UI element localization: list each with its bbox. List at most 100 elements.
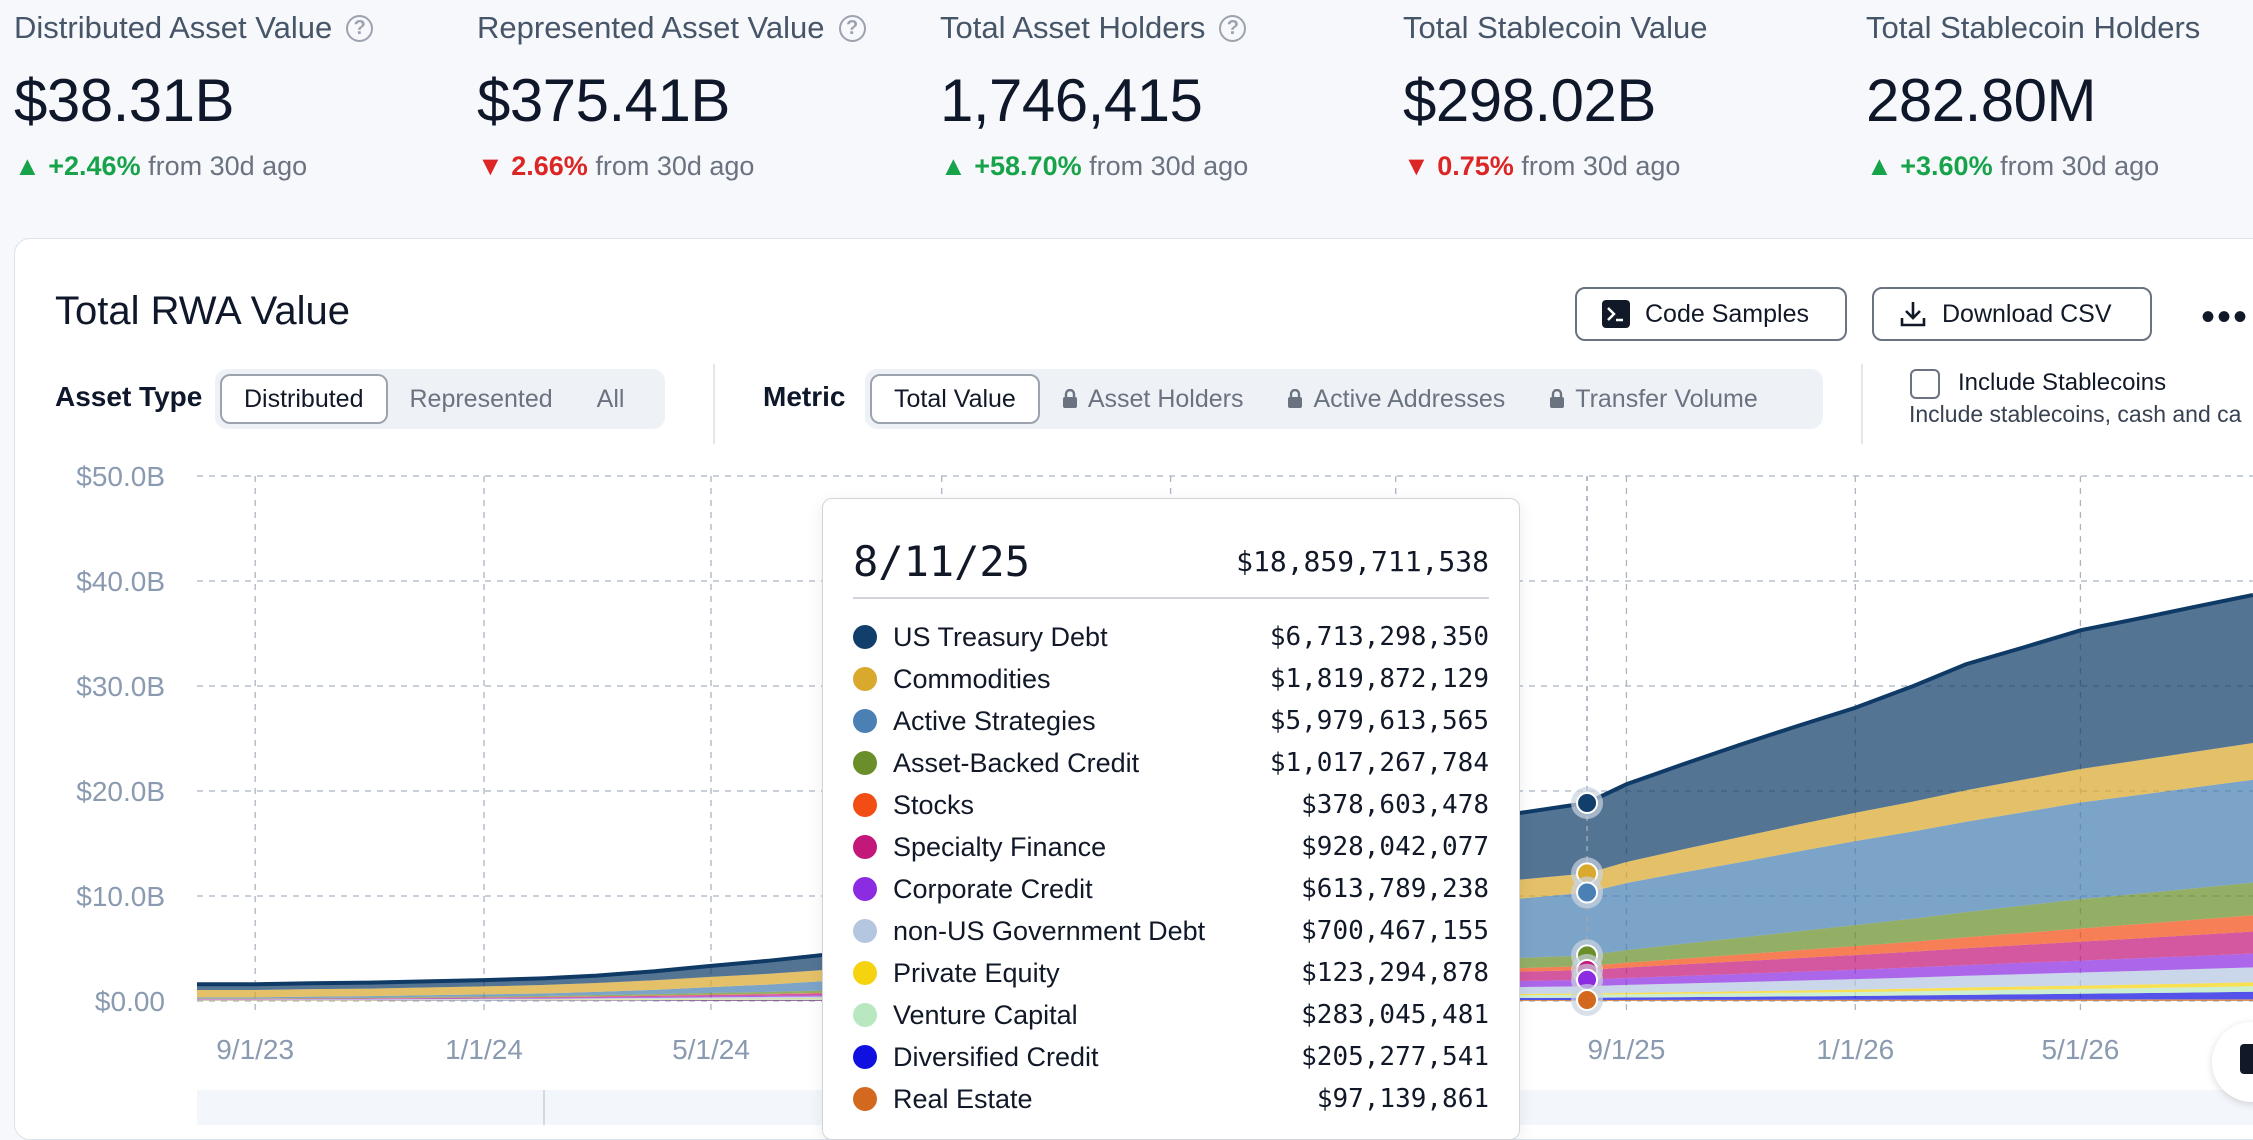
- x-tick-label: 5/1/24: [672, 1034, 750, 1065]
- tooltip-row: US Treasury Debt $6,713,298,350: [853, 616, 1489, 658]
- stat-value: $38.31B: [14, 67, 235, 134]
- tooltip-total: $18,859,711,538: [1236, 545, 1489, 578]
- stat-label: Total Stablecoin Holders: [1866, 10, 2201, 45]
- tooltip-row: Specialty Finance $928,042,077: [853, 826, 1489, 868]
- legend-dot: [853, 1003, 877, 1027]
- tooltip-series-value: $1,017,267,784: [1269, 748, 1489, 778]
- include-stablecoins-label: Include Stablecoins: [1958, 369, 2167, 396]
- lock-icon: [1550, 389, 1565, 408]
- metric-option[interactable]: Active Addresses: [1265, 374, 1527, 424]
- asset-type-selector: Distributed Represented All: [215, 369, 665, 429]
- y-tick-label: $10.0B: [76, 881, 165, 912]
- series-area[interactable]: [197, 991, 2253, 1001]
- tooltip-series-name: Specialty Finance: [893, 831, 1107, 862]
- stat-value: 1,746,415: [940, 67, 1203, 134]
- tooltip-row: non-US Government Debt $700,467,155: [853, 910, 1489, 952]
- divider: [713, 364, 715, 444]
- tooltip-series-value: $6,713,298,350: [1269, 622, 1489, 652]
- legend-dot: [853, 919, 877, 943]
- stat-value: 282.80M: [1866, 67, 2097, 134]
- x-tick-label: 5/1/26: [2041, 1034, 2119, 1065]
- panel-title: Total RWA Value: [55, 289, 350, 333]
- stat-change-period: from 30d ago: [1089, 151, 1249, 181]
- tooltip-series-value: $97,139,861: [1316, 1084, 1489, 1114]
- stat-label: Represented Asset Value: [477, 10, 825, 45]
- x-tick-label: 1/1/24: [445, 1034, 523, 1065]
- stat-card: Total Stablecoin Holders 282.80M ▲ +3.60% …: [1866, 10, 2200, 182]
- chat-icon: [2240, 1044, 2253, 1074]
- x-tick-label: 9/1/25: [1588, 1034, 1666, 1065]
- download-csv-button[interactable]: Download CSV: [1872, 287, 2152, 341]
- hover-marker: [1576, 881, 1599, 904]
- help-icon[interactable]: ?: [1219, 14, 1247, 42]
- tooltip-series-name: Stocks: [893, 789, 975, 820]
- stat-value: $298.02B: [1403, 67, 1656, 134]
- more-options-button[interactable]: •••: [2201, 295, 2250, 339]
- lock-icon: [1062, 389, 1077, 408]
- tooltip-row: Diversified Credit $205,277,541: [853, 1036, 1489, 1078]
- code-samples-button[interactable]: Code Samples: [1575, 287, 1847, 341]
- stat-change-value: +2.46%: [48, 151, 141, 181]
- metric-option-label: Transfer Volume: [1575, 384, 1758, 413]
- tooltip-series-name: Real Estate: [893, 1083, 1033, 1114]
- legend-dot: [853, 625, 877, 649]
- tooltip-series-name: Asset-Backed Credit: [893, 747, 1140, 778]
- asset-type-option[interactable]: Distributed: [220, 374, 388, 424]
- metric-label: Metric: [763, 381, 846, 412]
- tooltip-series-value: $700,467,155: [1301, 916, 1489, 946]
- legend-dot: [853, 667, 877, 691]
- metric-selector: Total Value Asset Holders Active Addresses…: [865, 369, 1823, 429]
- tooltip-series-value: $5,979,613,565: [1269, 706, 1489, 736]
- stat-change-period: from 30d ago: [595, 151, 755, 181]
- tooltip-series-value: $123,294,878: [1301, 958, 1489, 988]
- tooltip-divider: [853, 597, 1489, 599]
- tooltip-series-value: $928,042,077: [1301, 832, 1489, 862]
- stat-label: Total Stablecoin Value: [1403, 10, 1708, 45]
- help-icon[interactable]: ?: [838, 14, 866, 42]
- legend-dot: [853, 835, 877, 859]
- download-csv-label: Download CSV: [1942, 299, 2112, 328]
- download-icon: [1900, 302, 1926, 327]
- legend-dot: [853, 793, 877, 817]
- stat-card: Total Asset Holders? 1,746,415 ▲ +58.70% f…: [940, 10, 1248, 182]
- stat-change: ▲ +58.70% from 30d ago: [940, 151, 1248, 182]
- stat-change-value: 0.75%: [1437, 151, 1514, 181]
- y-tick-label: $30.0B: [76, 671, 165, 702]
- terminal-icon: [1602, 300, 1630, 328]
- tooltip-row: Asset-Backed Credit $1,017,267,784: [853, 742, 1489, 784]
- include-stablecoins-checkbox[interactable]: [1910, 369, 1940, 399]
- metric-option[interactable]: Asset Holders: [1040, 374, 1266, 424]
- asset-type-option[interactable]: Represented: [409, 384, 553, 413]
- metric-option-label: Total Value: [894, 384, 1016, 413]
- tooltip-series-value: $1,819,872,129: [1269, 664, 1489, 694]
- tooltip-series-name: US Treasury Debt: [893, 621, 1108, 652]
- stat-label: Total Asset Holders: [940, 10, 1206, 45]
- tooltip-row: Stocks $378,603,478: [853, 784, 1489, 826]
- asset-type-option[interactable]: All: [596, 384, 625, 413]
- metric-option[interactable]: Total Value: [870, 374, 1040, 424]
- help-icon[interactable]: ?: [346, 14, 374, 42]
- tooltip-series-name: Commodities: [893, 663, 1051, 694]
- stat-card: Total Stablecoin Value $298.02B ▼ 0.75% fr…: [1403, 10, 1707, 182]
- stat-card: Represented Asset Value? $375.41B ▼ 2.66% …: [477, 10, 866, 182]
- y-tick-label: $0.00: [95, 986, 165, 1017]
- legend-dot: [853, 877, 877, 901]
- stat-change: ▲ +2.46% from 30d ago: [14, 151, 373, 182]
- metric-option[interactable]: Transfer Volume: [1527, 374, 1779, 424]
- tooltip-series-value: $378,603,478: [1301, 790, 1489, 820]
- series-area[interactable]: [197, 999, 2253, 1001]
- tooltip-row: Venture Capital $283,045,481: [853, 994, 1489, 1036]
- stat-change-period: from 30d ago: [2000, 151, 2160, 181]
- triangle-up-icon: ▲: [14, 151, 41, 181]
- triangle-up-icon: ▲: [940, 151, 967, 181]
- code-samples-label: Code Samples: [1645, 299, 1809, 328]
- tooltip-row: Corporate Credit $613,789,238: [853, 868, 1489, 910]
- stat-card: Distributed Asset Value? $38.31B ▲ +2.46% …: [14, 10, 374, 182]
- series-area[interactable]: [197, 882, 2253, 999]
- triangle-up-icon: ▲: [1866, 151, 1893, 181]
- stat-change-value: 2.66%: [511, 151, 588, 181]
- x-tick-label: 1/1/26: [1816, 1034, 1894, 1065]
- tooltip-row: Active Strategies $5,979,613,565: [853, 700, 1489, 742]
- chart-tooltip: 8/11/25 $18,859,711,538 US Treasury Debt…: [822, 498, 1520, 1140]
- stat-label: Distributed Asset Value: [14, 10, 333, 45]
